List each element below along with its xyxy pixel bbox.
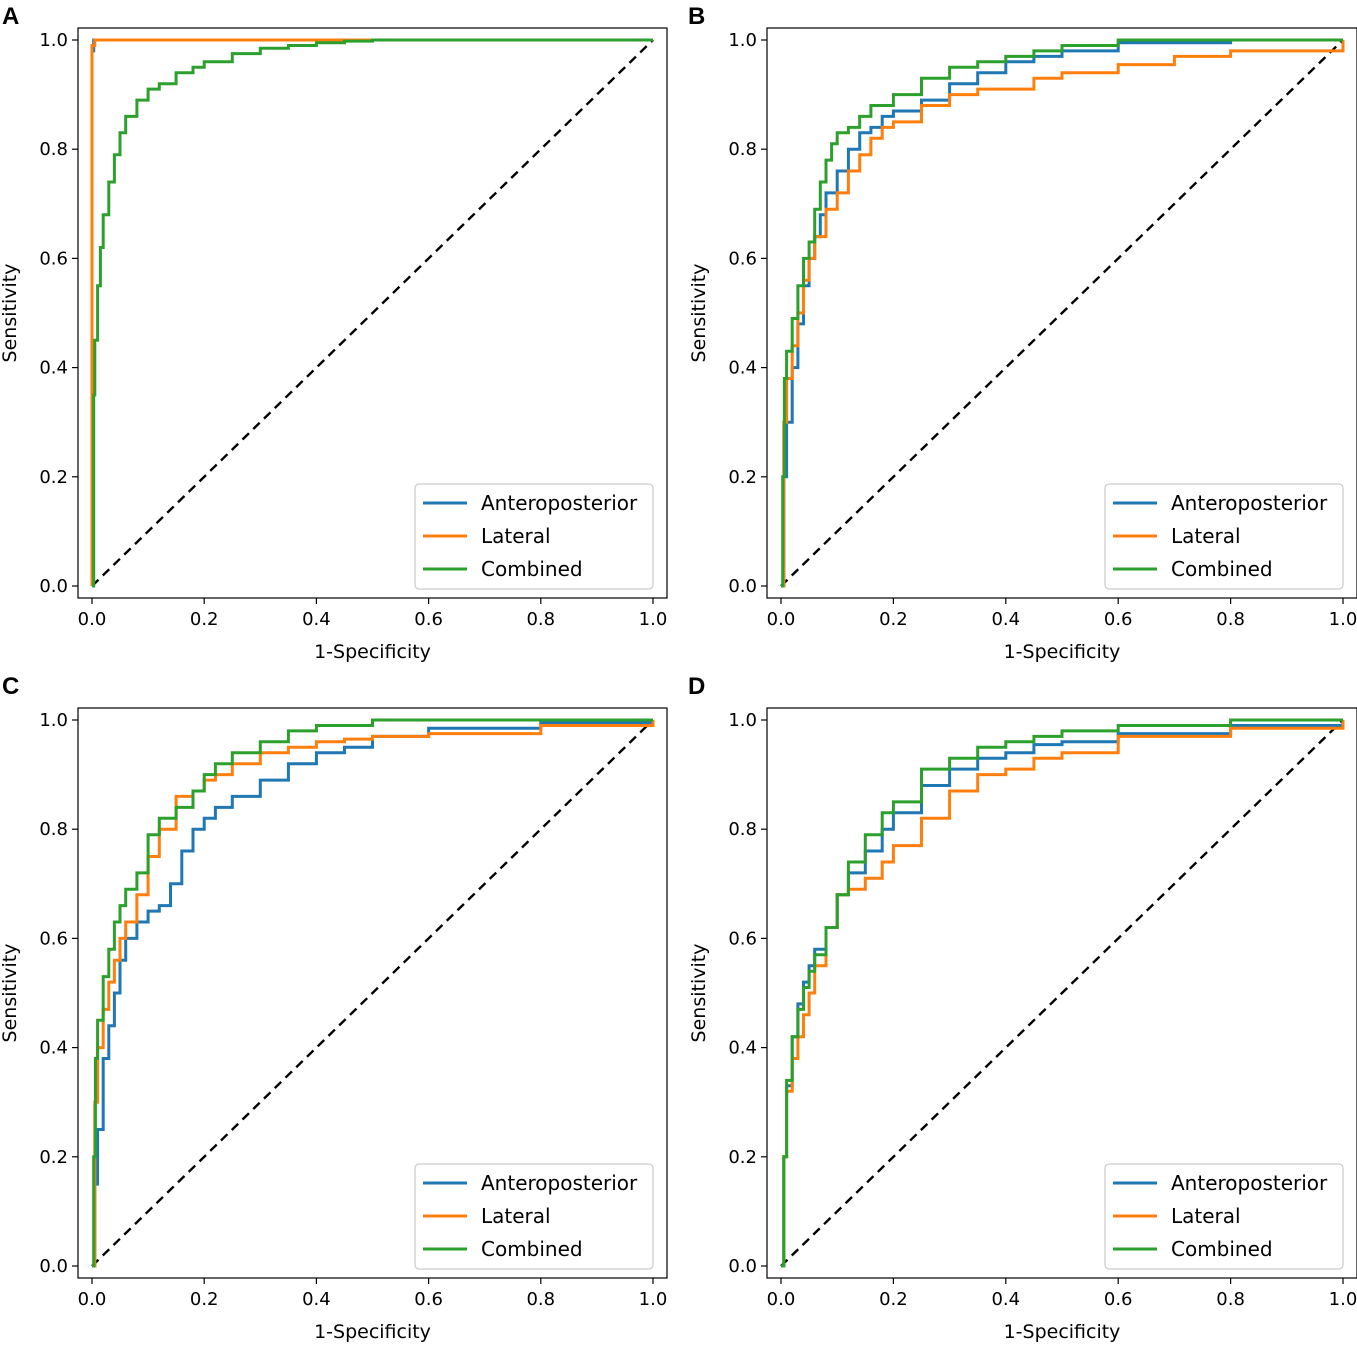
y-tick-label-d-2: 0.4 bbox=[728, 1038, 757, 1059]
x-tick-label-d-4: 0.8 bbox=[1216, 1289, 1245, 1310]
x-tick-label-a-3: 0.6 bbox=[414, 609, 443, 630]
legend-label-anteroposterior-a: Anteroposterior bbox=[481, 491, 638, 515]
legend-label-combined-a: Combined bbox=[481, 557, 583, 581]
x-tick-label-b-5: 1.0 bbox=[1329, 609, 1357, 630]
y-axis-label-c: Sensitivity bbox=[0, 944, 21, 1043]
x-axis-label-a: 1-Specificity bbox=[314, 641, 431, 663]
y-tick-label-d-0: 0.0 bbox=[728, 1256, 757, 1277]
x-tick-label-c-1: 0.2 bbox=[190, 1289, 219, 1310]
x-axis-label-b: 1-Specificity bbox=[1004, 641, 1121, 663]
y-tick-label-c-2: 0.4 bbox=[39, 1038, 68, 1059]
x-tick-label-d-0: 0.0 bbox=[767, 1289, 796, 1310]
x-tick-label-a-2: 0.4 bbox=[302, 609, 331, 630]
roc-curve-combined-a bbox=[92, 38, 653, 588]
x-tick-label-b-0: 0.0 bbox=[767, 609, 796, 630]
panel-c: C 0.0 0.2 0.4 0.6 0.8 1.0 0.0 0.2 0.4 0.6 0.8 1.0 1-S… bbox=[0, 673, 668, 1343]
y-tick-label-a-0: 0.0 bbox=[39, 576, 68, 597]
panel-letter-a: A bbox=[2, 3, 19, 30]
x-axis-label-c: 1-Specificity bbox=[314, 1321, 431, 1343]
y-tick-label-a-1: 0.2 bbox=[39, 467, 68, 488]
y-tick-label-b-2: 0.4 bbox=[728, 358, 757, 379]
y-tick-label-c-1: 0.2 bbox=[39, 1147, 68, 1168]
x-tick-label-c-0: 0.0 bbox=[78, 1289, 107, 1310]
legend-label-lateral-d: Lateral bbox=[1171, 1204, 1241, 1228]
y-tick-label-c-3: 0.6 bbox=[39, 928, 68, 949]
y-tick-label-b-0: 0.0 bbox=[728, 576, 757, 597]
x-tick-label-d-1: 0.2 bbox=[879, 1289, 908, 1310]
y-axis-label-a: Sensitivity bbox=[0, 264, 21, 363]
legend-label-lateral-a: Lateral bbox=[481, 524, 551, 548]
y-tick-label-d-5: 1.0 bbox=[728, 710, 757, 731]
x-tick-label-b-2: 0.4 bbox=[991, 609, 1020, 630]
y-tick-label-a-5: 1.0 bbox=[39, 30, 68, 51]
x-tick-label-d-2: 0.4 bbox=[991, 1289, 1020, 1310]
x-tick-label-a-5: 1.0 bbox=[639, 609, 668, 630]
x-tick-label-b-3: 0.6 bbox=[1104, 609, 1133, 630]
x-tick-label-d-5: 1.0 bbox=[1329, 1289, 1357, 1310]
roc-curve-combined-b bbox=[781, 38, 1343, 588]
axes-frame-c bbox=[77, 707, 668, 1279]
panel-b: B 0.0 0.2 0.4 0.6 0.8 1.0 0.0 0.2 0.4 0.6 0.8 1.0 1-S… bbox=[688, 3, 1357, 663]
legend-label-combined-b: Combined bbox=[1171, 557, 1273, 581]
x-tick-label-c-3: 0.6 bbox=[414, 1289, 443, 1310]
axes-frame-d bbox=[766, 707, 1357, 1279]
y-tick-label-d-1: 0.2 bbox=[728, 1147, 757, 1168]
legend-label-combined-c: Combined bbox=[481, 1237, 583, 1261]
y-tick-label-d-4: 0.8 bbox=[728, 819, 757, 840]
roc-curve-combined-d bbox=[781, 718, 1343, 1268]
legend-label-combined-d: Combined bbox=[1171, 1237, 1273, 1261]
y-tick-label-b-3: 0.6 bbox=[728, 248, 757, 269]
x-tick-label-b-1: 0.2 bbox=[879, 609, 908, 630]
y-tick-label-c-0: 0.0 bbox=[39, 1256, 68, 1277]
x-tick-label-c-5: 1.0 bbox=[639, 1289, 668, 1310]
legend-label-anteroposterior-d: Anteroposterior bbox=[1171, 1171, 1328, 1195]
x-tick-label-a-1: 0.2 bbox=[190, 609, 219, 630]
x-tick-label-c-2: 0.4 bbox=[302, 1289, 331, 1310]
legend-box-d bbox=[1104, 1163, 1344, 1270]
reference-diagonal-a bbox=[91, 39, 654, 587]
reference-diagonal-c bbox=[91, 719, 654, 1267]
roc-curve-anteroposterior-c bbox=[92, 720, 655, 1268]
y-tick-label-a-2: 0.4 bbox=[39, 358, 68, 379]
x-tick-label-a-0: 0.0 bbox=[78, 609, 107, 630]
y-tick-label-c-5: 1.0 bbox=[39, 710, 68, 731]
y-tick-label-c-4: 0.8 bbox=[39, 819, 68, 840]
y-tick-label-d-3: 0.6 bbox=[728, 928, 757, 949]
legend-label-lateral-b: Lateral bbox=[1171, 524, 1241, 548]
legend-label-anteroposterior-b: Anteroposterior bbox=[1171, 491, 1328, 515]
y-tick-label-b-4: 0.8 bbox=[728, 139, 757, 160]
x-axis-label-d: 1-Specificity bbox=[1004, 1321, 1121, 1343]
roc-curve-lateral-a bbox=[90, 38, 653, 586]
axes-frame-b bbox=[766, 27, 1357, 599]
y-tick-label-b-1: 0.2 bbox=[728, 467, 757, 488]
legend-label-anteroposterior-c: Anteroposterior bbox=[481, 1171, 638, 1195]
legend-box-b bbox=[1104, 483, 1344, 590]
y-tick-label-b-5: 1.0 bbox=[728, 30, 757, 51]
panel-letter-b: B bbox=[688, 3, 705, 30]
y-axis-label-b: Sensitivity bbox=[688, 264, 710, 363]
x-tick-label-d-3: 0.6 bbox=[1104, 1289, 1133, 1310]
axes-frame-a bbox=[77, 27, 668, 599]
legend-box-a bbox=[414, 483, 654, 590]
reference-diagonal-d bbox=[780, 719, 1344, 1267]
legend-box-c bbox=[414, 1163, 654, 1270]
x-tick-label-a-4: 0.8 bbox=[526, 609, 555, 630]
roc-curve-combined-c bbox=[92, 718, 653, 1268]
legend-label-lateral-c: Lateral bbox=[481, 1204, 551, 1228]
x-tick-label-b-4: 0.8 bbox=[1216, 609, 1245, 630]
panel-d: D 0.0 0.2 0.4 0.6 0.8 1.0 0.0 0.2 0.4 0.6 0.8 1.0 1-S… bbox=[688, 673, 1357, 1343]
panel-letter-d: D bbox=[688, 673, 705, 700]
x-tick-label-c-4: 0.8 bbox=[526, 1289, 555, 1310]
panel-a: A 0.0 0.2 0.4 0.6 0.8 1.0 0.0 0.2 0.4 0.6 0.8 1.0 1-S… bbox=[0, 3, 668, 663]
roc-curve-lateral-d bbox=[781, 720, 1345, 1268]
y-tick-label-a-4: 0.8 bbox=[39, 139, 68, 160]
panel-letter-c: C bbox=[2, 673, 19, 700]
y-axis-label-d: Sensitivity bbox=[688, 944, 710, 1043]
reference-diagonal-b bbox=[780, 39, 1344, 587]
y-tick-label-a-3: 0.6 bbox=[39, 248, 68, 269]
